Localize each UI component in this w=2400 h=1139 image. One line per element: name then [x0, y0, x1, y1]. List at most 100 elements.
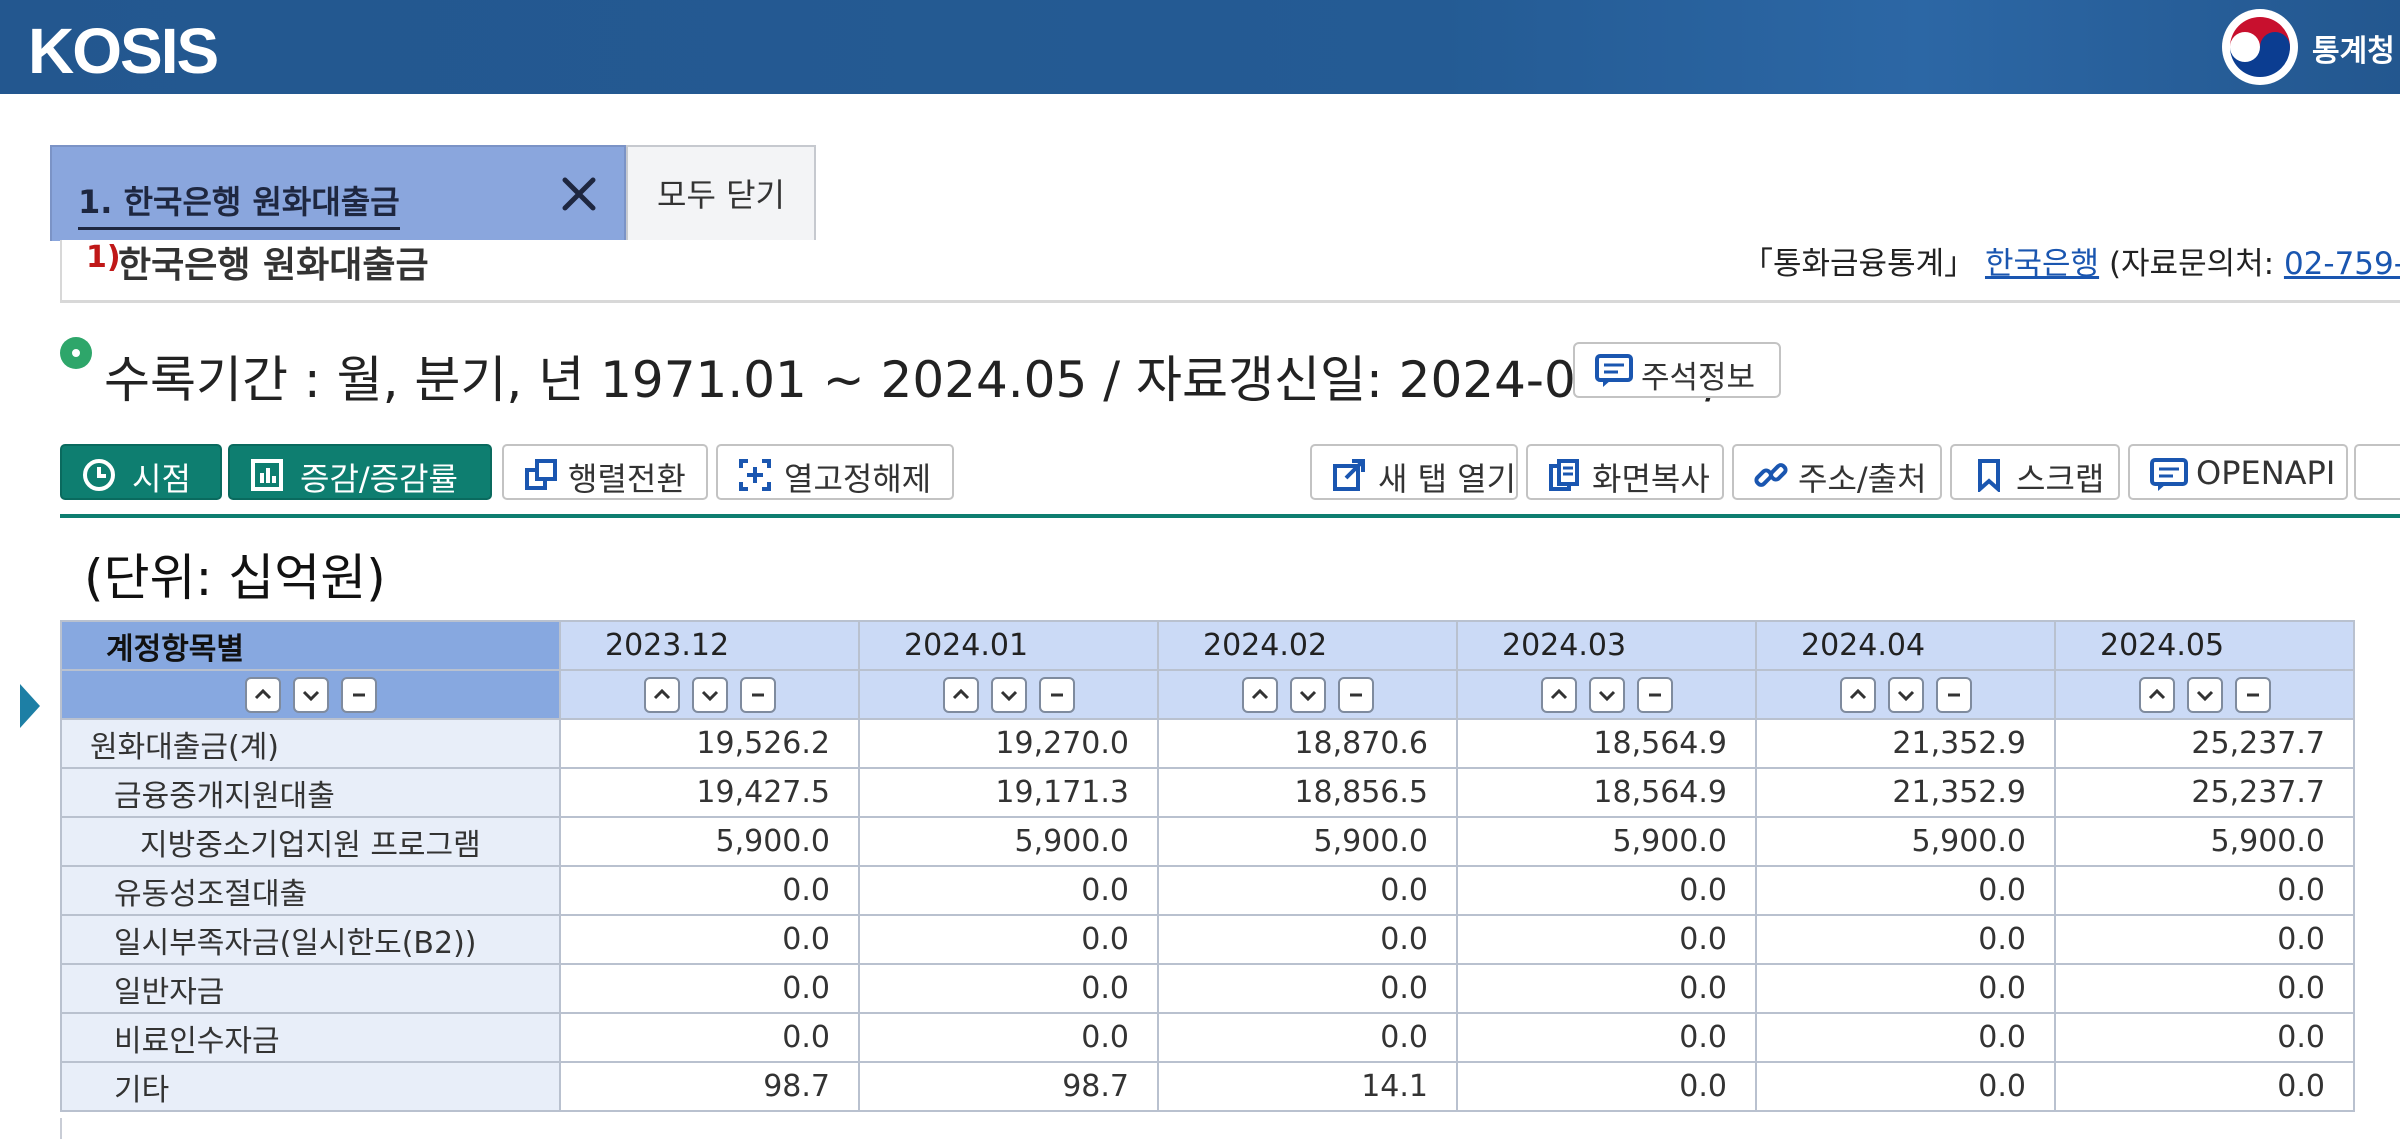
- change-rate-label: 증감/증감률: [300, 460, 458, 498]
- sort-descending-icon[interactable]: [292, 676, 329, 713]
- table-cell: 0.0: [1755, 865, 2056, 916]
- table-cell: 0.0: [1157, 865, 1458, 916]
- sort-descending-icon[interactable]: [691, 676, 728, 713]
- sort-ascending-icon[interactable]: [1540, 676, 1577, 713]
- table-cell: 19,526.2: [559, 718, 860, 769]
- scrap-label: 스크랩: [2016, 460, 2105, 498]
- time-button[interactable]: 시점: [60, 444, 222, 500]
- source-prefix: 「통화금융통계」: [1742, 246, 1976, 282]
- sort-controls: [1157, 669, 1458, 720]
- table-cell: 0.0: [858, 914, 1159, 965]
- collapse-icon[interactable]: [1038, 676, 1075, 713]
- collapse-icon[interactable]: [1935, 676, 1972, 713]
- row-marker-icon: [20, 684, 40, 728]
- sort-descending-icon[interactable]: [1887, 676, 1924, 713]
- url-source-button[interactable]: 주소/출처: [1732, 444, 1942, 500]
- row-label: 원화대출금(계): [60, 718, 561, 769]
- table-cell: 5,900.0: [858, 816, 1159, 867]
- openapi-label: OPENAPI: [2196, 454, 2336, 492]
- comment-icon: [2150, 458, 2188, 500]
- table-cell: 5,900.0: [1755, 816, 2056, 867]
- collapse-icon[interactable]: [340, 676, 377, 713]
- collection-period: 수록기간 : 월, 분기, 년 1971.01 ~ 2024.05 / 자료갱신…: [104, 351, 1722, 409]
- note-info-label: 주석정보: [1641, 360, 1756, 396]
- unfreeze-button[interactable]: 열고정해제: [716, 444, 954, 500]
- contact-label: (자료문의처:: [2108, 246, 2275, 282]
- source-info: 「통화금융통계」 한국은행 (자료문의처: 02-759-53: [1742, 238, 2400, 283]
- table-cell: 18,564.9: [1456, 767, 1757, 818]
- table-cell: 0.0: [1456, 865, 1757, 916]
- sort-ascending-icon[interactable]: [1241, 676, 1278, 713]
- change-rate-button[interactable]: 증감/증감률: [228, 444, 492, 500]
- link-icon: [1754, 458, 1788, 500]
- contact-phone-link[interactable]: 02-759-53: [2283, 246, 2400, 282]
- sort-ascending-icon[interactable]: [2138, 676, 2175, 713]
- table-cell: 0.0: [1456, 1061, 1757, 1112]
- sort-ascending-icon[interactable]: [942, 676, 979, 713]
- table-title: 한국은행 원화대출금: [118, 245, 429, 286]
- sort-ascending-icon[interactable]: [244, 676, 281, 713]
- table-cell: 18,870.6: [1157, 718, 1458, 769]
- column-header: 2024.01: [858, 620, 1159, 671]
- sort-controls: [1755, 669, 2056, 720]
- sort-controls: [559, 669, 860, 720]
- table-cell: 0.0: [1157, 1012, 1458, 1063]
- table-number: 1): [86, 240, 121, 275]
- table-cell: 0.0: [2054, 1061, 2355, 1112]
- table-cell: 25,237.7: [2054, 718, 2355, 769]
- table-cell: 0.0: [559, 963, 860, 1014]
- table-cell: 0.0: [858, 865, 1159, 916]
- table-cell: 5,900.0: [2054, 816, 2355, 867]
- kosis-logo[interactable]: KOSIS: [28, 15, 219, 87]
- collapse-icon[interactable]: [739, 676, 776, 713]
- table-cell: 18,564.9: [1456, 718, 1757, 769]
- table-cell: 0.0: [1456, 963, 1757, 1014]
- bookmark-icon: [1972, 458, 2006, 500]
- collapse-icon[interactable]: [2234, 676, 2271, 713]
- more-button[interactable]: [2354, 444, 2400, 500]
- table-cell: 0.0: [858, 963, 1159, 1014]
- table-cell: 0.0: [2054, 914, 2355, 965]
- table-cell: 14.1: [1157, 1061, 1458, 1112]
- table-cell: 25,237.7: [2054, 767, 2355, 818]
- source-org-link[interactable]: 한국은행: [1984, 246, 2100, 282]
- note-info-button[interactable]: 주석정보: [1573, 342, 1781, 398]
- tab-label[interactable]: 1. 한국은행 원화대출금: [78, 177, 400, 230]
- sort-descending-icon[interactable]: [990, 676, 1027, 713]
- table-cell: 0.0: [2054, 1012, 2355, 1063]
- table-cell: 18,856.5: [1157, 767, 1458, 818]
- table-cell: 0.0: [2054, 963, 2355, 1014]
- column-header: 2024.02: [1157, 620, 1458, 671]
- tab-active[interactable]: 1. 한국은행 원화대출금: [50, 145, 626, 241]
- new-tab-button[interactable]: 새 탭 열기: [1310, 444, 1518, 500]
- screen-copy-button[interactable]: 화면복사: [1526, 444, 1724, 500]
- close-icon[interactable]: [554, 169, 604, 219]
- collapse-icon[interactable]: [1337, 676, 1374, 713]
- row-label: 기타: [60, 1061, 561, 1112]
- table-cell: 0.0: [1755, 963, 2056, 1014]
- sort-ascending-icon[interactable]: [1839, 676, 1876, 713]
- time-label: 시점: [132, 460, 191, 498]
- table-cell: 0.0: [1755, 914, 2056, 965]
- table-cell: 0.0: [1157, 963, 1458, 1014]
- openapi-button[interactable]: OPENAPI: [2128, 444, 2348, 500]
- table-cell: 19,427.5: [559, 767, 860, 818]
- table-row: 일시부족자금(일시한도(B2)) 0.0 0.0 0.0 0.0 0.0 0.0: [60, 914, 2355, 965]
- table-cell: 0.0: [1456, 1012, 1757, 1063]
- table-cell: 0.0: [1157, 914, 1458, 965]
- table-cell: 0.0: [559, 865, 860, 916]
- pivot-button[interactable]: 행렬전환: [502, 444, 708, 500]
- close-all-button[interactable]: 모두 닫기: [626, 145, 816, 241]
- table-cell: 5,900.0: [559, 816, 860, 867]
- table-row: 비료인수자금 0.0 0.0 0.0 0.0 0.0 0.0: [60, 1012, 2355, 1063]
- collapse-icon[interactable]: [1636, 676, 1673, 713]
- scrap-button[interactable]: 스크랩: [1950, 444, 2120, 500]
- sort-ascending-icon[interactable]: [643, 676, 680, 713]
- copy-icon: [1548, 458, 1582, 500]
- table-row: 유동성조절대출 0.0 0.0 0.0 0.0 0.0 0.0: [60, 865, 2355, 916]
- sort-descending-icon[interactable]: [2186, 676, 2223, 713]
- toolbar-divider: [60, 514, 2400, 518]
- sort-descending-icon[interactable]: [1289, 676, 1326, 713]
- sort-descending-icon[interactable]: [1588, 676, 1625, 713]
- table-footer-area: [60, 1118, 2400, 1139]
